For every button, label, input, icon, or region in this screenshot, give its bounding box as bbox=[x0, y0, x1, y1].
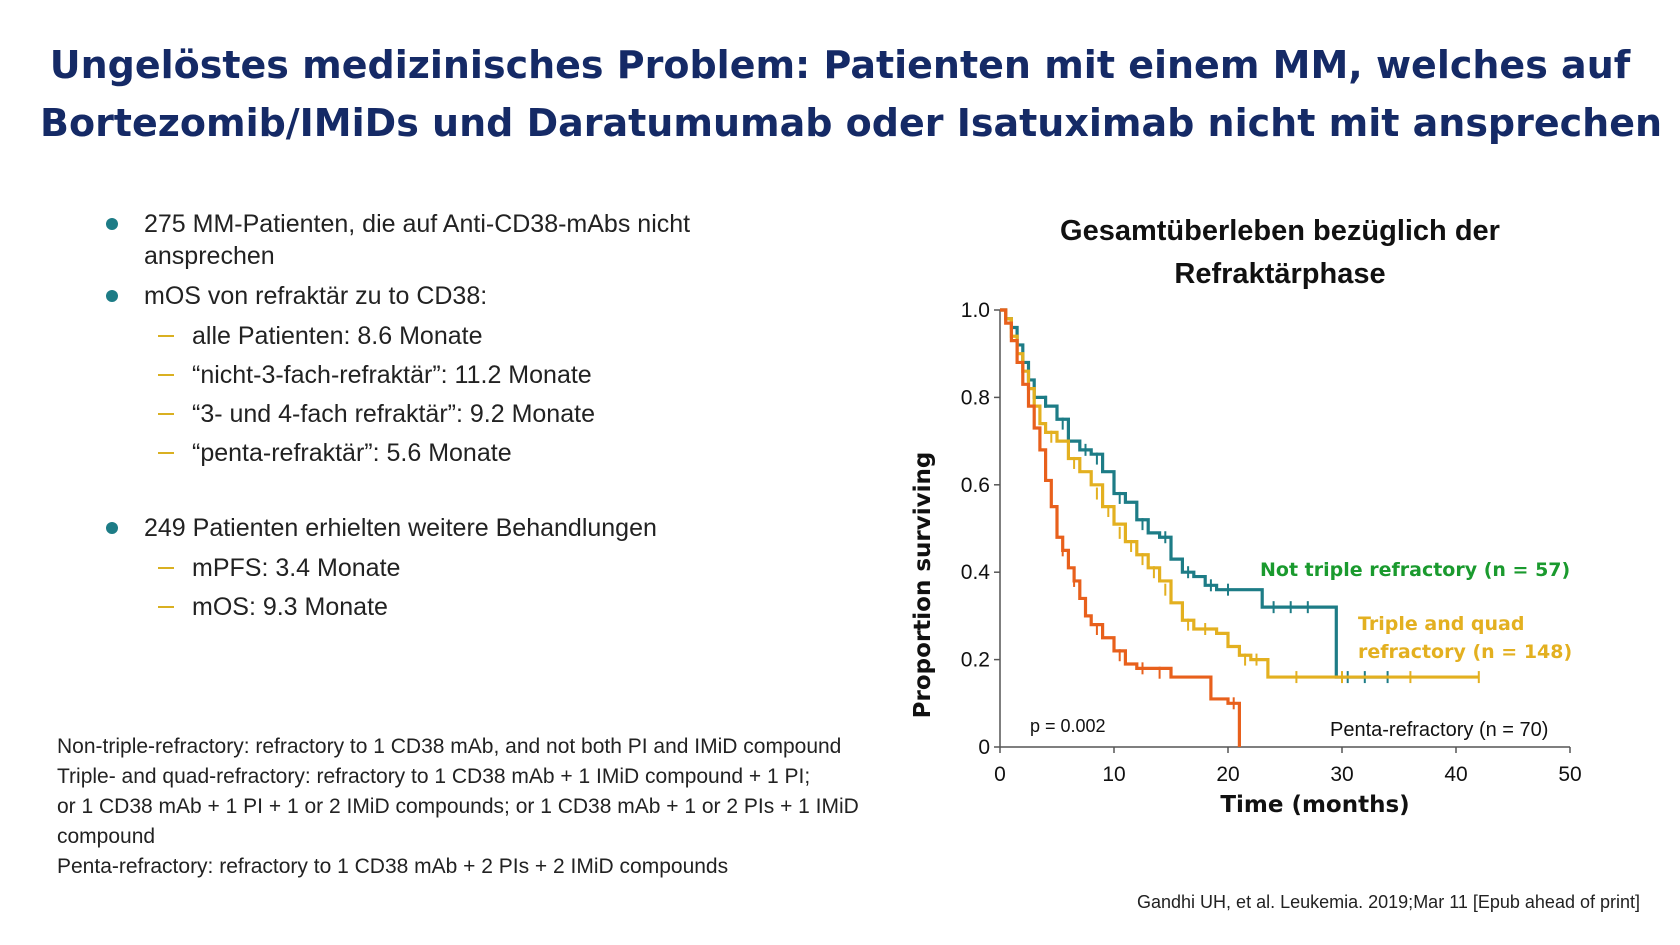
x-tick-label: 10 bbox=[1102, 763, 1125, 786]
footnote-line: or 1 CD38 mAb + 1 PI + 1 or 2 IMiD compo… bbox=[57, 795, 859, 818]
slide-title-line-1: Ungelöstes medizinisches Problem: Patien… bbox=[49, 43, 1631, 87]
sub-bullet-text: mPFS: 3.4 Monate bbox=[192, 554, 401, 582]
x-axis-label: Time (months) bbox=[1220, 792, 1409, 818]
sub-bullet-text: “penta-refraktär”: 5.6 Monate bbox=[192, 439, 512, 467]
citation-source: Leukemia. 2019;Mar 11 [Epub ahead of pri… bbox=[1275, 892, 1640, 912]
x-tick-label: 20 bbox=[1216, 763, 1239, 786]
legend-label-triple-quad-line1: Triple and quad bbox=[1358, 613, 1524, 635]
bullet-item: mOS von refraktär zu to CD38: bbox=[104, 280, 804, 312]
footnote-line: Non-triple-refractory: refractory to 1 C… bbox=[57, 735, 842, 758]
footnote-line: Triple- and quad-refractory: refractory … bbox=[57, 765, 811, 788]
y-tick-label: 0 bbox=[978, 736, 990, 759]
bullet-dot-icon bbox=[106, 218, 118, 230]
sub-bullet-item: “nicht-3-fach-refraktär”: 11.2 Monate bbox=[104, 359, 804, 391]
footnote-line: compound bbox=[57, 825, 156, 848]
bullet-list: 275 MM-Patienten, die auf Anti-CD38-mAbs… bbox=[104, 208, 804, 630]
footnotes: Non-triple-refractory: refractory to 1 C… bbox=[57, 732, 917, 882]
sub-bullet-item: mOS: 9.3 Monate bbox=[104, 591, 804, 623]
dash-icon bbox=[158, 452, 174, 454]
chart-series bbox=[1000, 308, 1480, 747]
p-value-annotation: p = 0.002 bbox=[1030, 716, 1106, 736]
bullet-dot-icon bbox=[106, 290, 118, 302]
bullet-text: 249 Patienten erhielten weitere Behandlu… bbox=[144, 514, 657, 542]
sub-bullet-text: mOS: 9.3 Monate bbox=[192, 593, 388, 621]
sub-bullet-text: “nicht-3-fach-refraktär”: 11.2 Monate bbox=[192, 361, 592, 389]
chart-title-line-2: Refraktärphase bbox=[1174, 258, 1386, 290]
dash-icon bbox=[158, 606, 174, 608]
y-axis-label: Proportion surviving bbox=[910, 452, 936, 719]
sub-bullet-item: “penta-refraktär”: 5.6 Monate bbox=[104, 437, 804, 469]
bullet-text: 275 MM-Patienten, die auf Anti-CD38-mAbs… bbox=[144, 210, 691, 270]
slide-title-line-2: Bortezomib/IMiDs und Daratumumab oder Is… bbox=[40, 101, 1663, 145]
legend-label-not-triple: Not triple refractory (n = 57) bbox=[1260, 559, 1570, 581]
y-tick-label: 0.8 bbox=[961, 386, 990, 409]
y-tick-label: 1.0 bbox=[961, 299, 990, 322]
legend-label-penta: Penta-refractory (n = 70) bbox=[1330, 719, 1548, 741]
legend-label-triple-quad-line2: refractory (n = 148) bbox=[1358, 641, 1572, 663]
y-tick-label: 0.4 bbox=[961, 561, 991, 584]
chart-title: Gesamtüberleben bezüglich der Refraktärp… bbox=[1000, 210, 1560, 296]
sub-bullet-item: alle Patienten: 8.6 Monate bbox=[104, 320, 804, 352]
chart-title-line-1: Gesamtüberleben bezüglich der bbox=[1060, 215, 1500, 247]
dash-icon bbox=[158, 335, 174, 337]
dash-icon bbox=[158, 413, 174, 415]
chart-axes: 0 10 20 30 40 50 0 0.2 0.4 0.6 0.8 1.0 bbox=[961, 299, 1582, 786]
dash-icon bbox=[158, 567, 174, 569]
x-tick-label: 0 bbox=[994, 763, 1006, 786]
citation-authors: Gandhi UH, et al. bbox=[1137, 892, 1276, 912]
y-tick-label: 0.2 bbox=[961, 649, 990, 672]
sub-bullet-item: mPFS: 3.4 Monate bbox=[104, 552, 804, 584]
series-line-triple_quad bbox=[1000, 308, 1479, 679]
y-tick-label: 0.6 bbox=[961, 474, 990, 497]
bullet-dot-icon bbox=[106, 522, 118, 534]
dash-icon bbox=[158, 374, 174, 376]
bullet-item: 275 MM-Patienten, die auf Anti-CD38-mAbs… bbox=[104, 208, 804, 272]
slide-title: Ungelöstes medizinisches Problem: Patien… bbox=[40, 36, 1663, 152]
x-tick-label: 40 bbox=[1444, 763, 1467, 786]
series-line-penta bbox=[1000, 308, 1241, 747]
sub-bullet-item: “3- und 4-fach refraktär”: 9.2 Monate bbox=[104, 398, 804, 430]
citation: Gandhi UH, et al. Leukemia. 2019;Mar 11 … bbox=[1137, 892, 1640, 913]
sub-bullet-text: “3- und 4-fach refraktär”: 9.2 Monate bbox=[192, 400, 595, 428]
sub-bullet-text: alle Patienten: 8.6 Monate bbox=[192, 322, 483, 350]
x-tick-label: 30 bbox=[1330, 763, 1353, 786]
bullet-text: mOS von refraktär zu to CD38: bbox=[144, 282, 488, 310]
bullet-item: 249 Patienten erhielten weitere Behandlu… bbox=[104, 512, 804, 544]
footnote-line: Penta-refractory: refractory to 1 CD38 m… bbox=[57, 855, 729, 878]
x-tick-label: 50 bbox=[1558, 763, 1581, 786]
